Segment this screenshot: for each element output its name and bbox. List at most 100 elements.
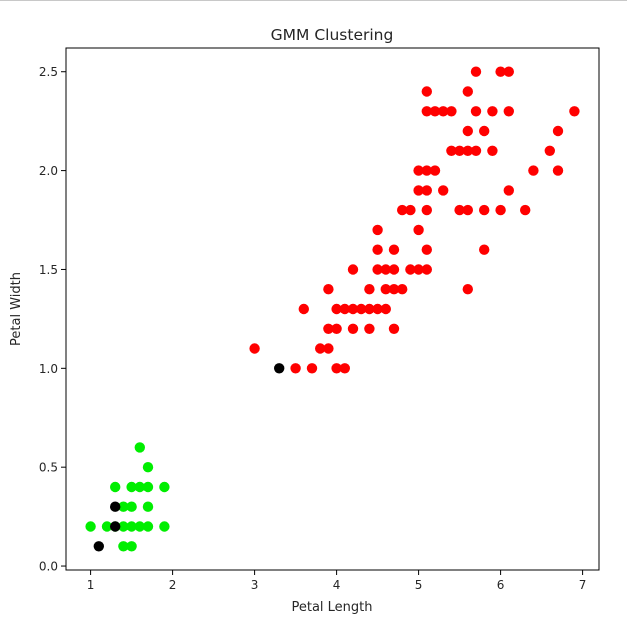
data-point — [142, 462, 154, 473]
data-point — [298, 303, 309, 315]
data-point — [421, 86, 432, 97]
data-point — [438, 106, 449, 117]
data-point — [429, 165, 441, 176]
data-point — [249, 343, 260, 354]
y-tick-label: 1.5 — [39, 263, 58, 277]
data-point — [159, 481, 170, 493]
data-point — [110, 481, 121, 493]
x-tick-label: 6 — [497, 578, 505, 592]
data-point — [315, 343, 326, 354]
data-point — [380, 303, 391, 315]
data-point — [421, 165, 432, 176]
data-point — [372, 264, 383, 275]
x-tick-label: 7 — [579, 578, 587, 592]
data-point — [134, 521, 145, 532]
data-point — [544, 145, 555, 156]
data-point — [380, 284, 391, 295]
y-tick-label: 2.5 — [39, 65, 58, 79]
data-point — [290, 363, 301, 374]
data-point — [323, 323, 334, 334]
data-point — [487, 145, 498, 156]
data-point — [388, 264, 400, 275]
x-tick-label: 1 — [87, 578, 95, 592]
data-point — [134, 442, 145, 453]
data-point — [421, 185, 432, 196]
data-point — [331, 323, 342, 334]
data-point — [364, 284, 375, 295]
data-point — [331, 303, 342, 315]
x-tick-label: 5 — [415, 578, 423, 592]
data-point — [126, 501, 137, 512]
data-point — [388, 284, 400, 295]
x-tick-label: 4 — [333, 578, 341, 592]
data-point — [142, 501, 154, 512]
data-point — [372, 303, 383, 315]
data-point — [479, 125, 490, 137]
data-point — [405, 204, 416, 216]
x-tick-label: 2 — [169, 578, 177, 592]
data-point — [118, 541, 129, 552]
data-point — [470, 106, 482, 117]
data-point — [438, 185, 449, 196]
data-point — [421, 244, 432, 255]
y-axis-ticks: 0.0 0.5 1.0 1.5 2.0 2.5 — [39, 65, 66, 574]
data-point — [495, 204, 506, 216]
data-point — [142, 481, 154, 493]
x-tick-label: 3 — [251, 578, 259, 592]
data-point — [462, 145, 473, 156]
data-point — [487, 106, 498, 117]
data-point — [503, 185, 514, 196]
data-point — [503, 66, 514, 77]
data-point — [323, 284, 334, 295]
data-point — [274, 363, 285, 374]
data-point — [306, 363, 318, 374]
y-tick-label: 2.0 — [39, 164, 58, 178]
data-point — [126, 481, 137, 493]
top-divider — [0, 0, 627, 1]
data-point — [446, 145, 457, 156]
data-point — [118, 501, 129, 512]
data-point — [446, 106, 457, 117]
y-axis-label: Petal Width — [9, 272, 24, 346]
y-tick-label: 1.0 — [39, 362, 58, 376]
x-axis-ticks: 1 2 3 4 5 6 7 — [87, 570, 587, 592]
data-point — [462, 204, 473, 216]
data-point — [101, 521, 113, 532]
data-point — [118, 521, 129, 532]
data-point — [470, 66, 482, 77]
data-point — [520, 204, 531, 216]
data-point — [347, 264, 359, 275]
data-point — [552, 125, 564, 137]
data-point — [429, 106, 441, 117]
data-point — [495, 66, 506, 77]
data-point — [142, 521, 154, 532]
data-point — [388, 323, 400, 334]
data-point — [454, 204, 465, 216]
data-point — [347, 303, 359, 315]
data-point — [479, 204, 490, 216]
data-point — [552, 165, 564, 176]
data-point — [339, 303, 350, 315]
data-point — [462, 284, 473, 295]
data-point — [413, 224, 424, 236]
data-point — [85, 521, 96, 532]
data-point — [331, 363, 342, 374]
data-point — [110, 521, 121, 532]
data-point — [421, 264, 432, 275]
data-point — [405, 264, 416, 275]
data-point — [503, 106, 514, 117]
data-point — [126, 541, 137, 552]
data-point — [421, 204, 432, 216]
chart-title: GMM Clustering — [271, 26, 394, 44]
data-point — [347, 323, 359, 334]
data-point — [569, 106, 580, 117]
x-axis-label: Petal Length — [291, 600, 372, 615]
data-point — [397, 284, 408, 295]
data-point — [159, 521, 170, 532]
data-point — [126, 521, 137, 532]
data-point — [462, 86, 473, 97]
data-point — [339, 363, 350, 374]
data-point — [421, 106, 432, 117]
data-point — [110, 501, 121, 512]
